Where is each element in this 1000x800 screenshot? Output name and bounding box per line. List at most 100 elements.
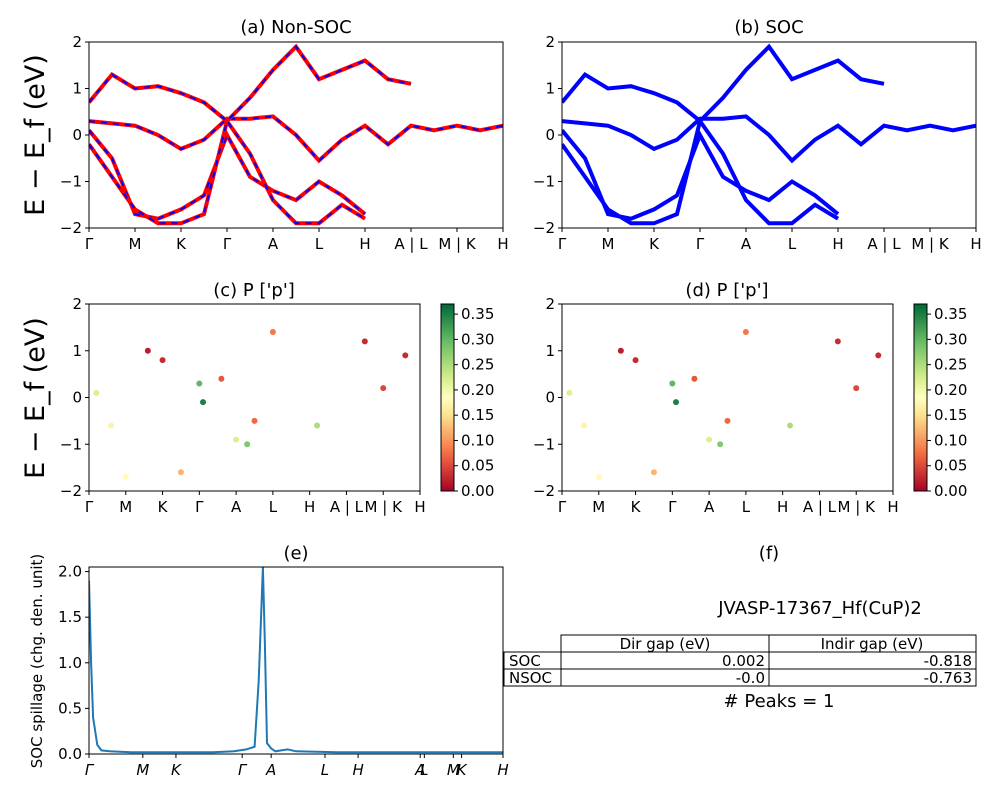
x-tick-label: M | K <box>438 235 477 253</box>
x-tick-label: K <box>171 761 182 779</box>
band-line-soc-3 <box>562 116 840 226</box>
x-tick-label: K <box>176 235 187 253</box>
scatter-point-5 <box>650 469 657 476</box>
scatter-point-1 <box>108 422 115 429</box>
y-tick-label: 0 <box>72 126 82 144</box>
y-tick-label: 2 <box>72 33 82 51</box>
scatter-point-15 <box>380 385 387 392</box>
band-line-dash-0 <box>89 115 503 163</box>
x-tick-label: Γ <box>223 235 232 253</box>
x-tick-label: Γ <box>85 235 94 253</box>
x-tick-label: H <box>414 498 425 516</box>
y-tick-label: −1 <box>60 173 82 191</box>
panel-b-title: (b) SOC <box>734 17 803 38</box>
x-tick-label: A <box>741 235 752 253</box>
x-tick-label: M | K <box>911 235 950 253</box>
x-tick-label: L <box>321 761 329 779</box>
table-cell: -0.818 <box>924 652 972 670</box>
y-tick-label: 2 <box>545 33 555 51</box>
x-tick-label: H <box>352 761 363 779</box>
cbar-c-tick-label: 0.05 <box>461 457 494 475</box>
y-tick-label: −2 <box>533 219 555 237</box>
panel-c-title: (c) P ['p'] <box>213 280 295 301</box>
table-header-indir: Indir gap (eV) <box>821 635 924 653</box>
x-tick-label: L <box>788 235 797 253</box>
scatter-point-4 <box>159 357 166 364</box>
x-tick-label: A <box>265 761 276 779</box>
panel-e-title: (e) <box>283 543 308 564</box>
x-tick-label: A <box>414 761 425 779</box>
table-cell: 0.002 <box>722 652 765 670</box>
x-tick-label: A | L <box>394 235 428 253</box>
band-lines <box>562 43 976 226</box>
scatter-point-8 <box>218 375 225 382</box>
scatter-point-5 <box>177 469 184 476</box>
y-tick-label: 0 <box>545 389 555 407</box>
cbar-d-tick-label: 0.25 <box>934 356 967 374</box>
y-tick-label: −2 <box>533 482 555 500</box>
x-tick-label: M <box>136 761 149 779</box>
spillage-ylabel: SOC spillage (chg. den. unit) <box>28 554 46 769</box>
x-tick-label: A <box>704 498 715 516</box>
scatter-point-8 <box>691 375 698 382</box>
cbar-c-tick-label: 0.20 <box>461 381 494 399</box>
x-tick-label: H <box>887 498 898 516</box>
y-tick-label: 0 <box>72 389 82 407</box>
scatter-point-7 <box>673 399 680 406</box>
colorbar-d <box>913 303 928 492</box>
scatter-point-3 <box>617 347 624 354</box>
band-line-soc-2 <box>562 129 840 221</box>
cbar-d-tick-label: 0.30 <box>934 330 967 348</box>
y-tick-label: −2 <box>60 219 82 237</box>
cbar-c-tick-label: 0.15 <box>461 406 494 424</box>
x-tick-label: Γ <box>238 761 248 779</box>
panel-b-soc-bands: −2 −1 0 1 2 Γ M K Γ A L H A | L M | K H <box>533 33 982 253</box>
x-tick-label: A <box>268 235 279 253</box>
spillage-line-0 <box>89 567 503 754</box>
x-tick-label: K <box>649 235 660 253</box>
band-line-dash-2 <box>89 129 366 220</box>
band-line-soc-1 <box>562 43 885 124</box>
scatter-point-12 <box>269 329 276 336</box>
material-id: JVASP-17367_Hf(CuP)2 <box>717 598 922 619</box>
cbar-c-tick-label: 0.10 <box>461 431 494 449</box>
table-cell: -0.0 <box>736 669 765 687</box>
y-tick-label: 1.0 <box>58 654 82 672</box>
y-tick-label: −1 <box>533 435 555 453</box>
cbar-c-tick-label: 0.30 <box>461 330 494 348</box>
y-tick-label: −1 <box>533 173 555 191</box>
x-tick-label: Γ <box>85 761 95 779</box>
panel-a-nonsoc-bands: −2 −1 0 1 2 Γ M K Γ A L H A | L M | K H <box>60 33 509 253</box>
panel-f-title: (f) <box>759 543 779 564</box>
scatter-point-1 <box>581 422 588 429</box>
x-tick-label: Γ <box>668 498 677 516</box>
y-tick-label: 2 <box>72 295 82 313</box>
scatter-point-4 <box>632 357 639 364</box>
band-line-nonsoc-0 <box>89 114 503 164</box>
scatter-point-13 <box>314 422 321 429</box>
scatter-point-2 <box>122 473 129 480</box>
scatter-point-3 <box>144 347 151 354</box>
x-tick-label: H <box>777 498 788 516</box>
peaks-count: # Peaks = 1 <box>724 691 835 712</box>
x-tick-label: K <box>158 498 169 516</box>
x-tick-label: H <box>359 235 370 253</box>
cbar-d-tick-label: 0.15 <box>934 406 967 424</box>
x-tick-label: M <box>447 761 460 779</box>
panel-d-title: (d) P ['p'] <box>685 280 768 301</box>
cbar-c-tick-label: 0.25 <box>461 356 494 374</box>
colorbar-ticks: 0.00 0.05 0.10 0.15 0.20 0.25 0.30 0.35 0.00 0.05… <box>454 305 967 500</box>
x-tick-label: Γ <box>558 235 567 253</box>
x-tick-label: H <box>497 761 508 779</box>
x-tick-label: Γ <box>195 498 204 516</box>
x-tick-label: K <box>457 761 468 779</box>
band-lines <box>89 43 503 226</box>
x-tick-label: H <box>832 235 843 253</box>
scatter-points <box>93 329 409 480</box>
axes-frame <box>88 566 504 755</box>
scatter-point-2 <box>595 473 602 480</box>
x-tick-label: A | L <box>867 235 901 253</box>
x-tick-label: L <box>269 498 278 516</box>
